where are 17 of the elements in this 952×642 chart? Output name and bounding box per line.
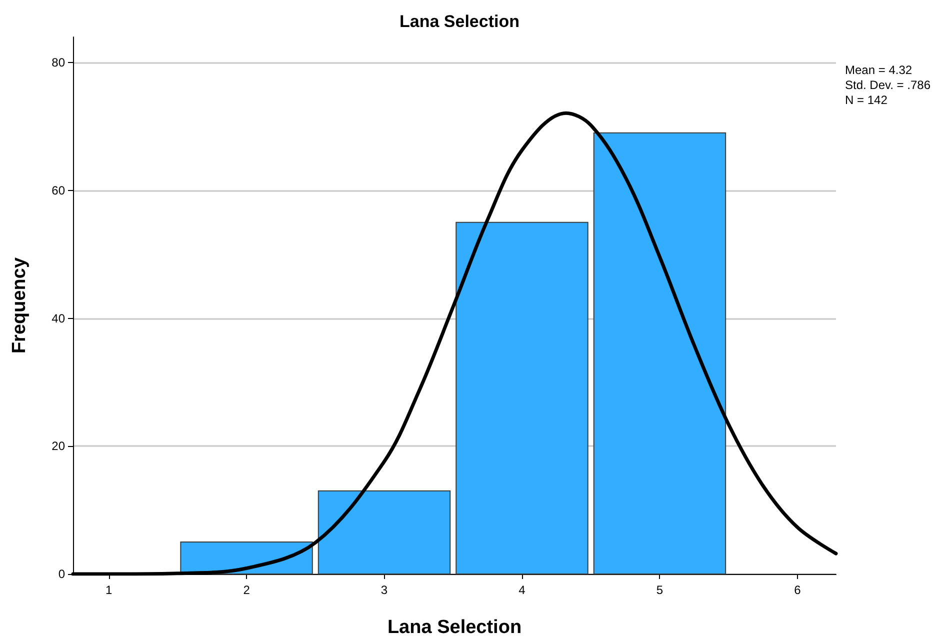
- x-tick-label: 5: [656, 583, 664, 597]
- y-tick-label: 20: [52, 439, 66, 454]
- y-axis-title: Frequency: [9, 257, 30, 354]
- text: Mean = 4.32: [845, 63, 912, 77]
- y-tick-label: 0: [58, 567, 66, 581]
- y-tick-label: 40: [52, 311, 66, 326]
- x-tick-label: 6: [794, 583, 802, 597]
- x-tick-label: 4: [518, 583, 526, 597]
- text: N = 142: [845, 93, 888, 107]
- x-tick-label: 3: [380, 583, 388, 597]
- text: Std. Dev. = .786: [845, 78, 931, 92]
- y-tick-label: 80: [52, 56, 66, 70]
- x-tick-label: 2: [243, 583, 250, 597]
- x-tick-label: 1: [105, 583, 112, 597]
- y-tick-label: 60: [52, 183, 66, 198]
- chart-title: Lana Selection: [400, 12, 520, 31]
- x-axis-title: Lana Selection: [387, 617, 522, 638]
